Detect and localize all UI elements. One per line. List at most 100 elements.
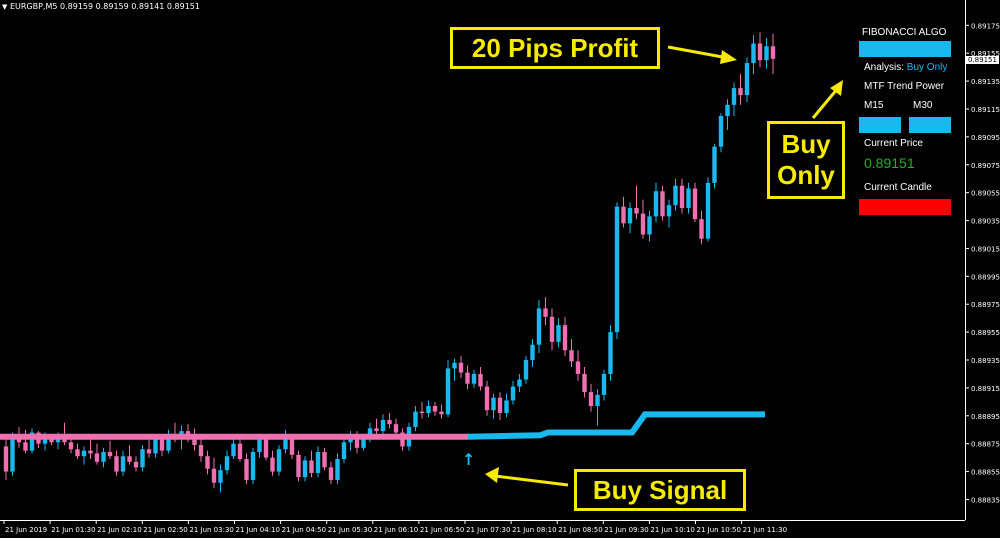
price-tick-label: 0.89075 <box>971 162 1000 170</box>
trend-power-label: MTF Trend Power <box>864 81 945 92</box>
price-tick-label: 0.88915 <box>971 385 1000 393</box>
time-tick-label: 21 Jun 04:10 <box>236 526 280 534</box>
candle-body <box>770 46 776 59</box>
candle-body <box>549 316 555 342</box>
candle-body <box>263 439 269 458</box>
candle-body <box>621 206 626 224</box>
candle-body <box>140 449 145 468</box>
candle-body <box>497 397 503 413</box>
annotation-arrows <box>485 45 843 487</box>
buy-signal-arrow <box>494 474 569 487</box>
candle-body <box>257 439 262 453</box>
candle-body <box>731 88 737 105</box>
price-tick-label: 0.88835 <box>971 496 1000 504</box>
time-tick-label: 21 Jun 07:30 <box>466 526 510 534</box>
candle-body <box>276 449 282 472</box>
candle-body <box>354 435 360 448</box>
time-tick-label: 21 Jun 04:50 <box>282 526 326 534</box>
candle-body <box>42 439 48 444</box>
candle-body <box>582 373 587 393</box>
price-tick-label: 0.89015 <box>971 245 1000 253</box>
candle-body <box>198 445 204 457</box>
price-tick-label: 0.89035 <box>971 218 1000 226</box>
ohlc-values: 0.89159 0.89159 0.89141 0.89151 <box>60 2 200 11</box>
profit-arrow <box>667 45 729 60</box>
candle-body <box>452 362 457 369</box>
candle-body <box>107 452 113 457</box>
candle-body <box>601 373 607 395</box>
analysis-label: Analysis: <box>864 62 905 73</box>
candle-body <box>3 446 9 472</box>
candle-body <box>725 104 730 116</box>
price-axis: 0.89175 0.89155 0.89135 0.89115 0.89095 0.890… <box>965 22 1000 504</box>
candle-body <box>218 470 223 483</box>
candle-body <box>29 432 35 451</box>
candle-body <box>101 452 106 462</box>
candle-body <box>653 191 659 217</box>
candle-body <box>439 411 444 415</box>
candle-body <box>569 350 574 362</box>
candle-body <box>640 213 646 235</box>
candle-body <box>673 185 678 206</box>
chart-header: ▼ EURGBP,M5 0.89159 0.89159 0.89141 0.89… <box>2 2 200 11</box>
time-tick-label: 21 Jun 08:50 <box>558 526 602 534</box>
time-tick-label: 21 Jun 05:30 <box>328 526 372 534</box>
buy-only-arrow <box>811 87 840 119</box>
price-tick-label: 0.89095 <box>971 134 1000 142</box>
candle-body <box>211 468 217 483</box>
candle-body <box>315 452 321 473</box>
price-tick-label: 0.89055 <box>971 190 1000 198</box>
candle-body <box>744 62 750 96</box>
price-tick-label: 0.88855 <box>971 469 1000 477</box>
candle-body <box>114 456 119 472</box>
price-tick-label: 0.88895 <box>971 413 1000 421</box>
candle-body <box>153 439 158 454</box>
price-tick-label: 0.88995 <box>971 273 1000 281</box>
candle-body <box>432 406 438 412</box>
candle-body <box>335 459 340 480</box>
panel-title: FIBONACCI ALGO <box>862 27 947 38</box>
candle-body <box>660 191 665 217</box>
candle-body <box>712 146 717 183</box>
time-tick-label: 21 Jun 10:50 <box>697 526 741 534</box>
candle-body <box>270 457 275 472</box>
candle-body <box>608 332 613 374</box>
candle-body <box>634 208 639 214</box>
candle-body <box>133 461 139 468</box>
candle-body <box>328 467 334 480</box>
candle-body <box>393 424 399 433</box>
candle-body <box>289 436 295 455</box>
candle-body <box>764 46 769 61</box>
buy-signal-annotation: Buy Signal <box>574 469 746 511</box>
candle-body <box>49 439 54 443</box>
time-tick-label: 21 Jun 08:10 <box>512 526 556 534</box>
candle-body <box>465 372 470 384</box>
dropdown-triangle-icon[interactable]: ▼ <box>2 3 8 11</box>
candle-body <box>166 433 171 451</box>
candle-body <box>627 208 633 224</box>
time-tick-label: 21 Jun 09:30 <box>604 526 648 534</box>
candle-body <box>751 43 756 63</box>
candle-body <box>679 185 685 209</box>
time-tick-label: 21 Jun 02:10 <box>97 526 141 534</box>
buy-signal-annotation-text: Buy Signal <box>592 475 728 505</box>
candle-body <box>458 362 464 373</box>
candle-body <box>224 456 230 471</box>
price-tick-label: 0.88955 <box>971 329 1000 337</box>
time-axis: 21 Jun 2019 21 Jun 01:30 21 Jun 02:10 21 Ju… <box>3 520 787 534</box>
candle-body <box>588 392 594 407</box>
candle-body <box>250 452 256 480</box>
current-candle-block <box>859 199 951 215</box>
current-candle-label: Current Candle <box>864 182 932 193</box>
time-tick-label: 21 Jun 06:50 <box>420 526 464 534</box>
candle-body <box>575 361 581 374</box>
candle-body <box>81 450 87 457</box>
candle-body <box>94 453 100 462</box>
candle-body <box>478 373 483 387</box>
time-tick-label: 21 Jun 02:50 <box>143 526 187 534</box>
analysis-row: Analysis: Buy Only <box>864 62 947 73</box>
candle-body <box>205 456 210 469</box>
candle-body <box>120 456 126 472</box>
